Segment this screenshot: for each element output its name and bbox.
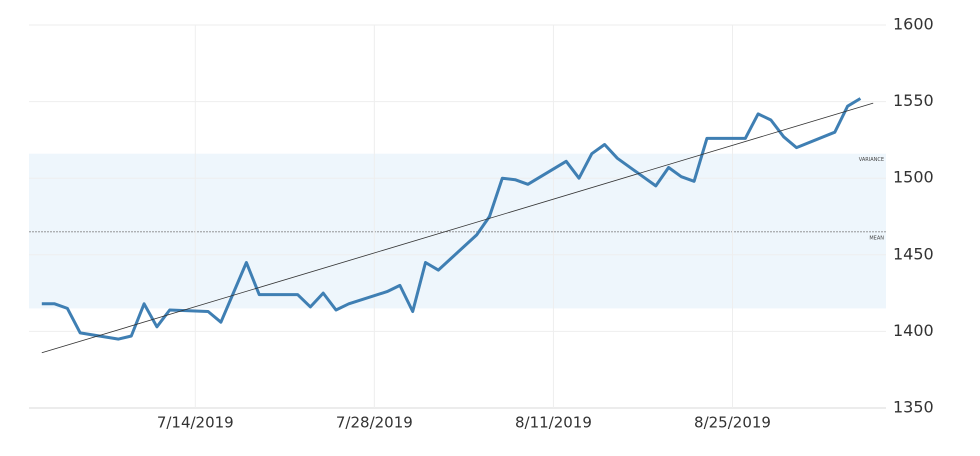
- x-tick-label: 7/28/2019: [336, 414, 413, 432]
- trend-line: [41, 102, 874, 354]
- x-tick-label: 8/25/2019: [694, 414, 771, 432]
- y-tick-label: 1350: [893, 398, 934, 417]
- x-tick-label: 7/14/2019: [157, 414, 234, 432]
- x-tick-label: 8/11/2019: [515, 414, 592, 432]
- y-tick-label: 1600: [893, 15, 934, 34]
- price-line: [41, 97, 862, 341]
- variance-band: [29, 153, 886, 309]
- y-tick-label: 1550: [893, 91, 934, 110]
- band-label: VARIANCE: [859, 157, 884, 163]
- y-tick-label: 1450: [893, 244, 934, 263]
- band-label: MEAN: [869, 235, 884, 241]
- y-tick-label: 1500: [893, 168, 934, 187]
- y-tick-label: 1400: [893, 321, 934, 340]
